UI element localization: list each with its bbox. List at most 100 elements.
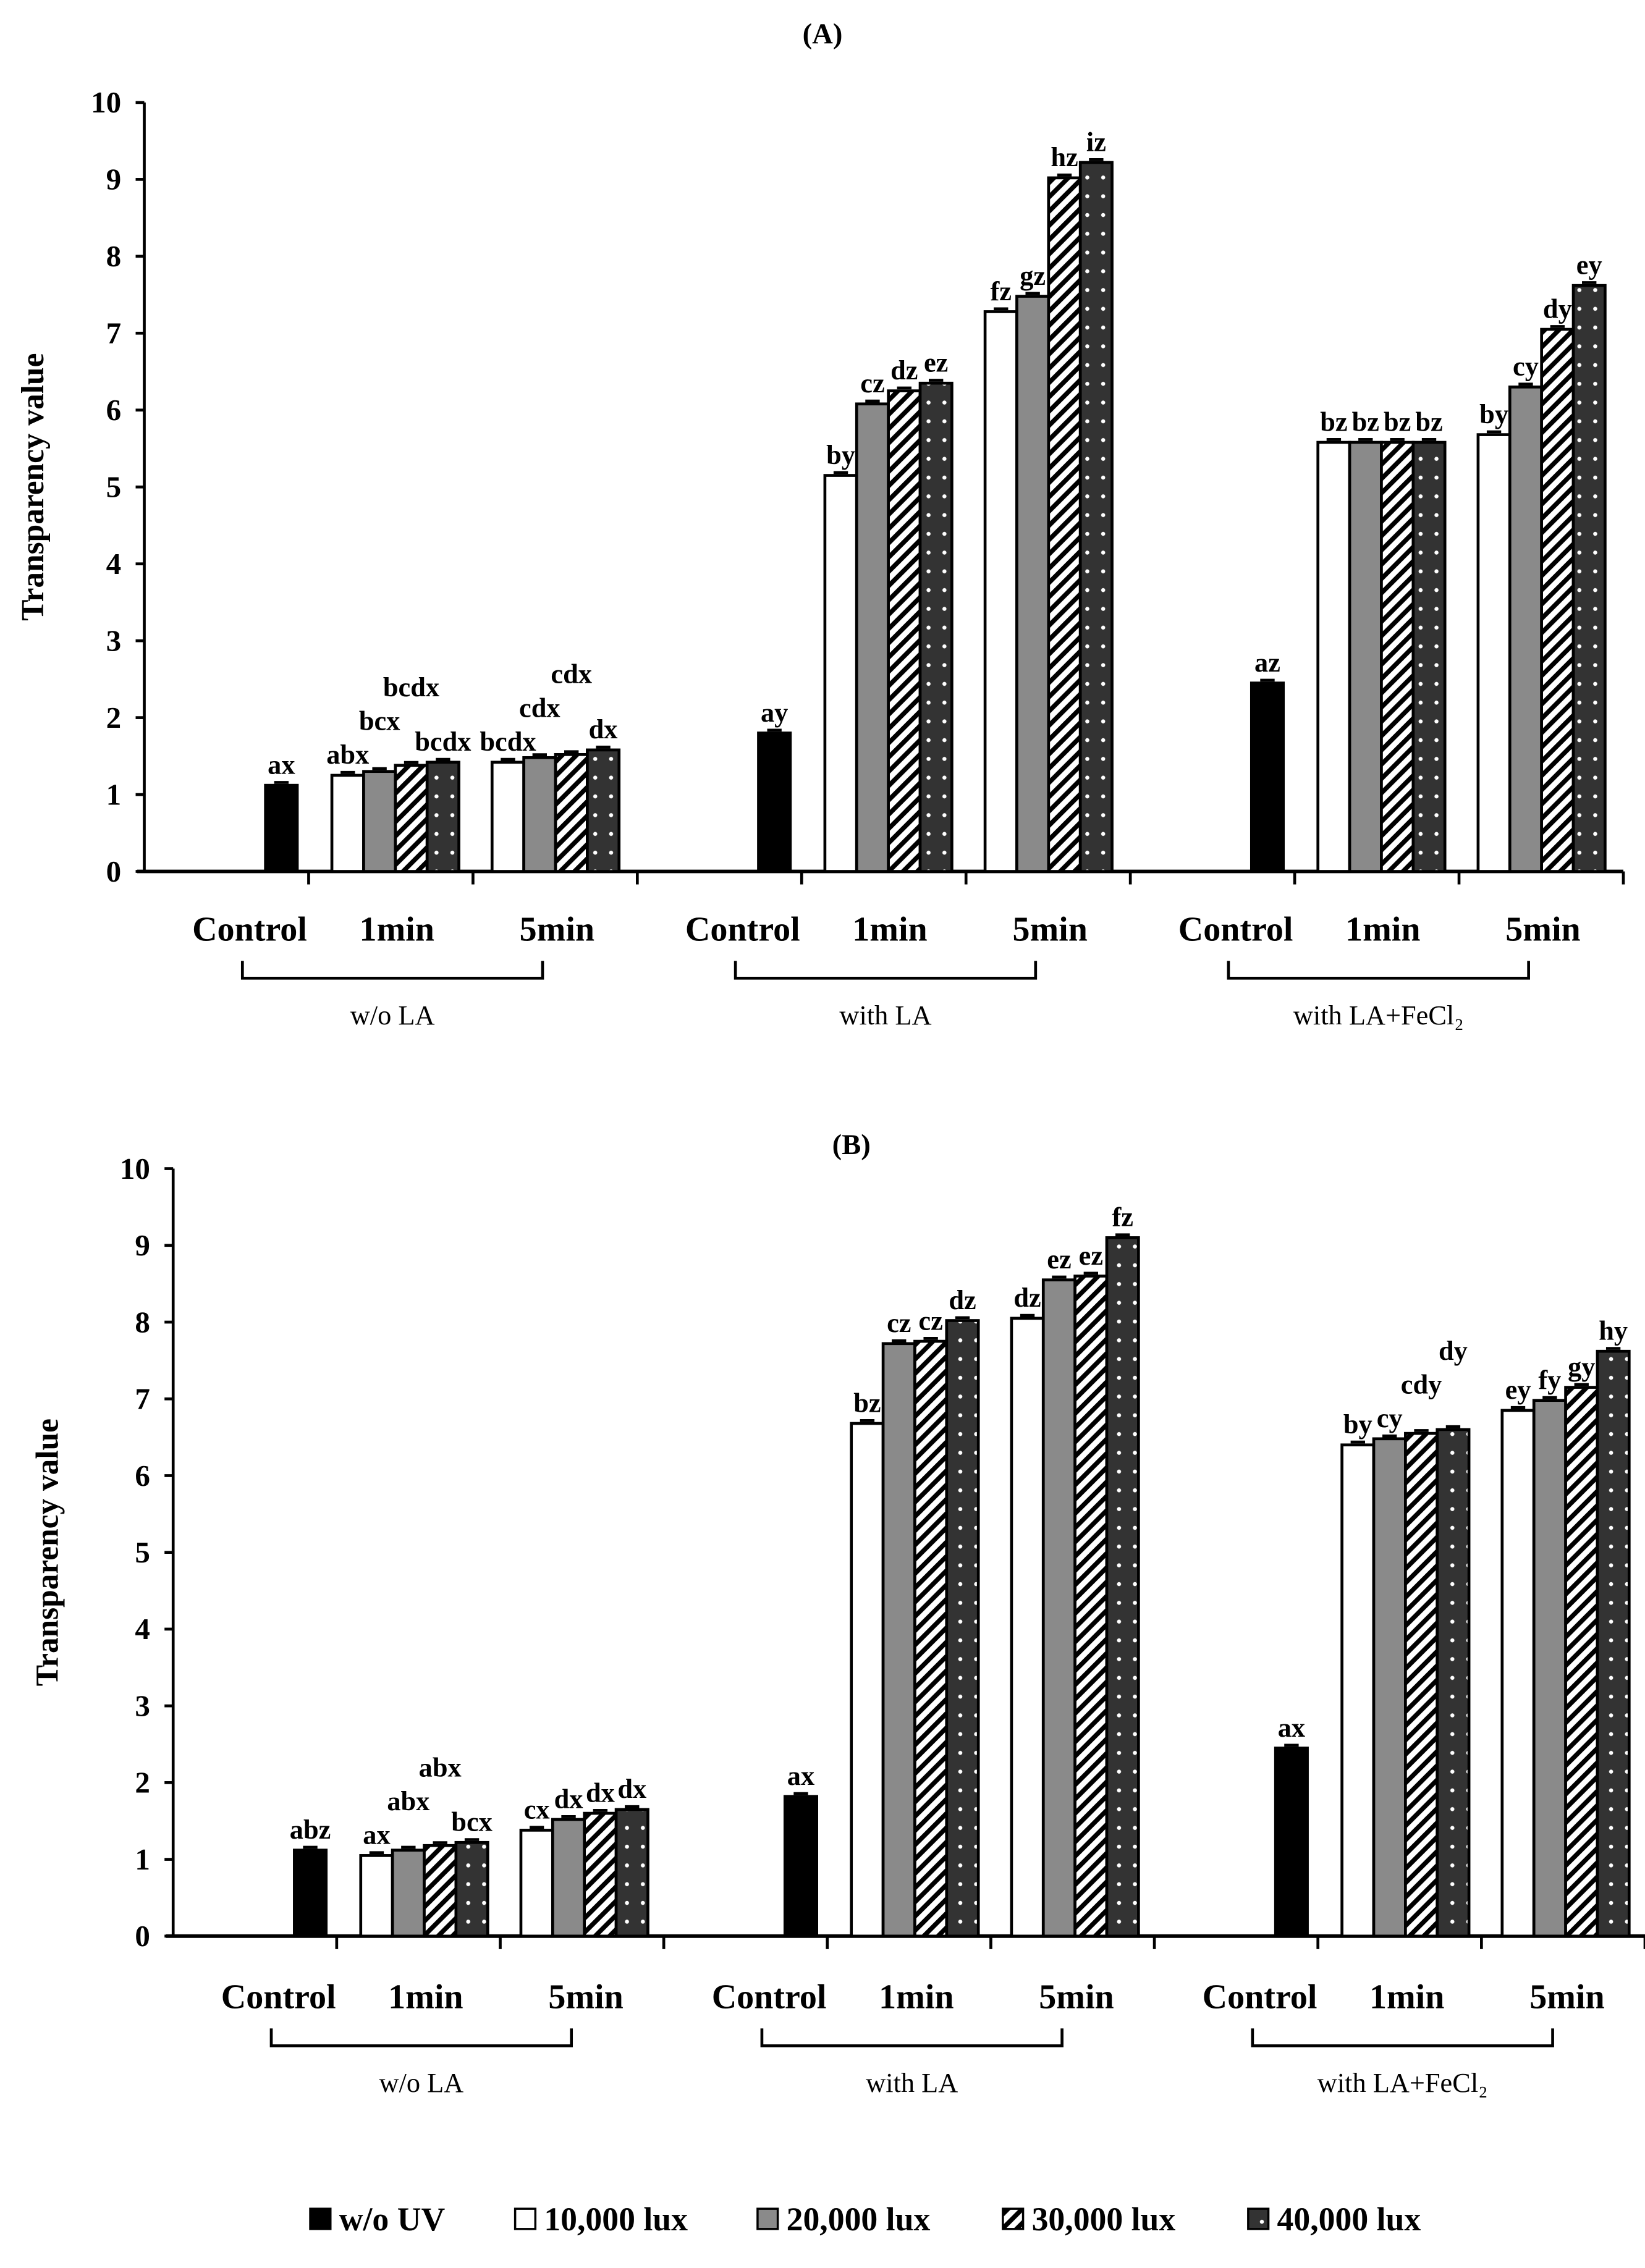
- y-tick-label: 2: [135, 1766, 150, 1800]
- bar-5min-1: [490, 761, 525, 873]
- y-tick-label: 3: [135, 1688, 150, 1722]
- legend-label: 20,000 lux: [787, 2201, 931, 2238]
- bar-1min-2: [391, 1849, 426, 1938]
- category-label: 5min: [1529, 1978, 1604, 2017]
- group-bracket: [1251, 2028, 1554, 2047]
- y-tick-label: 10: [91, 85, 121, 119]
- y-tick-label: 7: [135, 1382, 150, 1416]
- y-tick-label: 9: [106, 162, 122, 196]
- data-label: ez: [924, 347, 948, 378]
- data-label: cy: [1377, 1402, 1403, 1433]
- bar-1min-4: [945, 1319, 980, 1938]
- bar-5min-4: [1105, 1236, 1140, 1938]
- data-label: gy: [1568, 1351, 1595, 1382]
- data-label: bz: [1384, 406, 1411, 437]
- y-axis-label: Transparency value: [15, 353, 51, 621]
- group-label: w/o LA: [379, 2067, 463, 2098]
- bar-control: [293, 1849, 328, 1938]
- category-label: Control: [192, 911, 307, 949]
- bar-1min-4: [918, 381, 954, 873]
- bar-1min-1: [1316, 441, 1351, 873]
- data-label: hz: [1051, 141, 1078, 172]
- category-label: Control: [221, 1978, 336, 2017]
- bar-1min-1: [330, 774, 365, 873]
- data-label: bcx: [359, 706, 400, 736]
- bar-1min-1: [1340, 1443, 1376, 1938]
- y-tick-label: 5: [135, 1535, 150, 1569]
- data-label: fz: [1112, 1202, 1133, 1233]
- data-label: ax: [363, 1819, 390, 1850]
- group-bracket: [734, 961, 1038, 980]
- category-label: 5min: [1039, 1978, 1114, 2017]
- bar-1min-4: [1411, 441, 1447, 873]
- bar-1min-2: [855, 402, 890, 873]
- data-label: bcdx: [480, 726, 536, 757]
- data-label: cz: [918, 1305, 942, 1336]
- category-label: 1min: [388, 1978, 463, 2017]
- category-label: 1min: [1369, 1978, 1444, 2017]
- bar-5min-2: [551, 1818, 586, 1938]
- bar-5min-1: [1476, 433, 1512, 873]
- chart-title: (A): [803, 18, 843, 50]
- category-label: 5min: [520, 911, 594, 949]
- group-label: with LA+FeCl₂: [1317, 2067, 1488, 2098]
- bar-control: [1250, 681, 1285, 873]
- bar-5min-1: [1010, 1317, 1045, 1938]
- bar-control: [264, 783, 299, 873]
- data-label: iz: [1086, 126, 1106, 157]
- y-tick-label: 0: [135, 1919, 150, 1953]
- group-bracket: [269, 2028, 573, 2047]
- data-label: dz: [890, 355, 918, 386]
- category-label: 1min: [879, 1978, 954, 2017]
- data-label: ax: [268, 749, 295, 780]
- bar-control: [783, 1795, 818, 1938]
- y-tick-label: 10: [120, 1152, 150, 1186]
- data-label: abx: [326, 739, 369, 770]
- bar-5min-3: [1047, 176, 1082, 873]
- data-label: dz: [949, 1284, 976, 1315]
- bar-5min-3: [554, 752, 589, 873]
- category-label: 5min: [548, 1978, 623, 2017]
- bar-1min-3: [913, 1339, 949, 1938]
- data-label: dx: [617, 1773, 646, 1804]
- group-label: w/o LA: [350, 1000, 435, 1031]
- data-label: dy: [1543, 293, 1572, 324]
- y-tick-label: 5: [106, 470, 122, 504]
- data-label: cz: [860, 368, 884, 398]
- data-label: bz: [1352, 406, 1379, 437]
- data-label: bz: [1320, 406, 1347, 437]
- y-tick-label: 1: [135, 1842, 150, 1876]
- bar-1min-3: [887, 389, 922, 873]
- data-label: ay: [761, 697, 788, 728]
- bar-control: [757, 731, 792, 873]
- data-label: abz: [290, 1814, 331, 1845]
- bar-1min-3: [394, 764, 429, 873]
- category-label: 5min: [1505, 911, 1580, 949]
- y-tick-label: 2: [106, 701, 122, 735]
- data-label: gz: [1020, 260, 1046, 291]
- legend-label: 10,000 lux: [544, 2201, 688, 2238]
- group-bracket: [1227, 961, 1530, 980]
- bar-5min-2: [522, 756, 557, 873]
- data-label: ez: [1047, 1244, 1071, 1275]
- bar-1min-3: [423, 1844, 458, 1938]
- bar-5min-3: [583, 1811, 618, 1938]
- data-label: ez: [1079, 1240, 1103, 1271]
- bar-1min-2: [362, 770, 397, 873]
- bar-5min-2: [1015, 295, 1051, 873]
- data-label: ax: [1278, 1712, 1305, 1743]
- category-label: Control: [685, 911, 800, 949]
- y-tick-label: 4: [106, 547, 122, 581]
- y-tick-label: 8: [106, 239, 122, 273]
- legend-swatch-diagonal-hatch: [1002, 2207, 1025, 2230]
- data-label: dx: [554, 1783, 583, 1814]
- category-label: 5min: [1012, 911, 1087, 949]
- data-label: by: [1479, 398, 1508, 429]
- bar-5min-1: [1500, 1409, 1536, 1938]
- data-label: cdx: [551, 659, 592, 689]
